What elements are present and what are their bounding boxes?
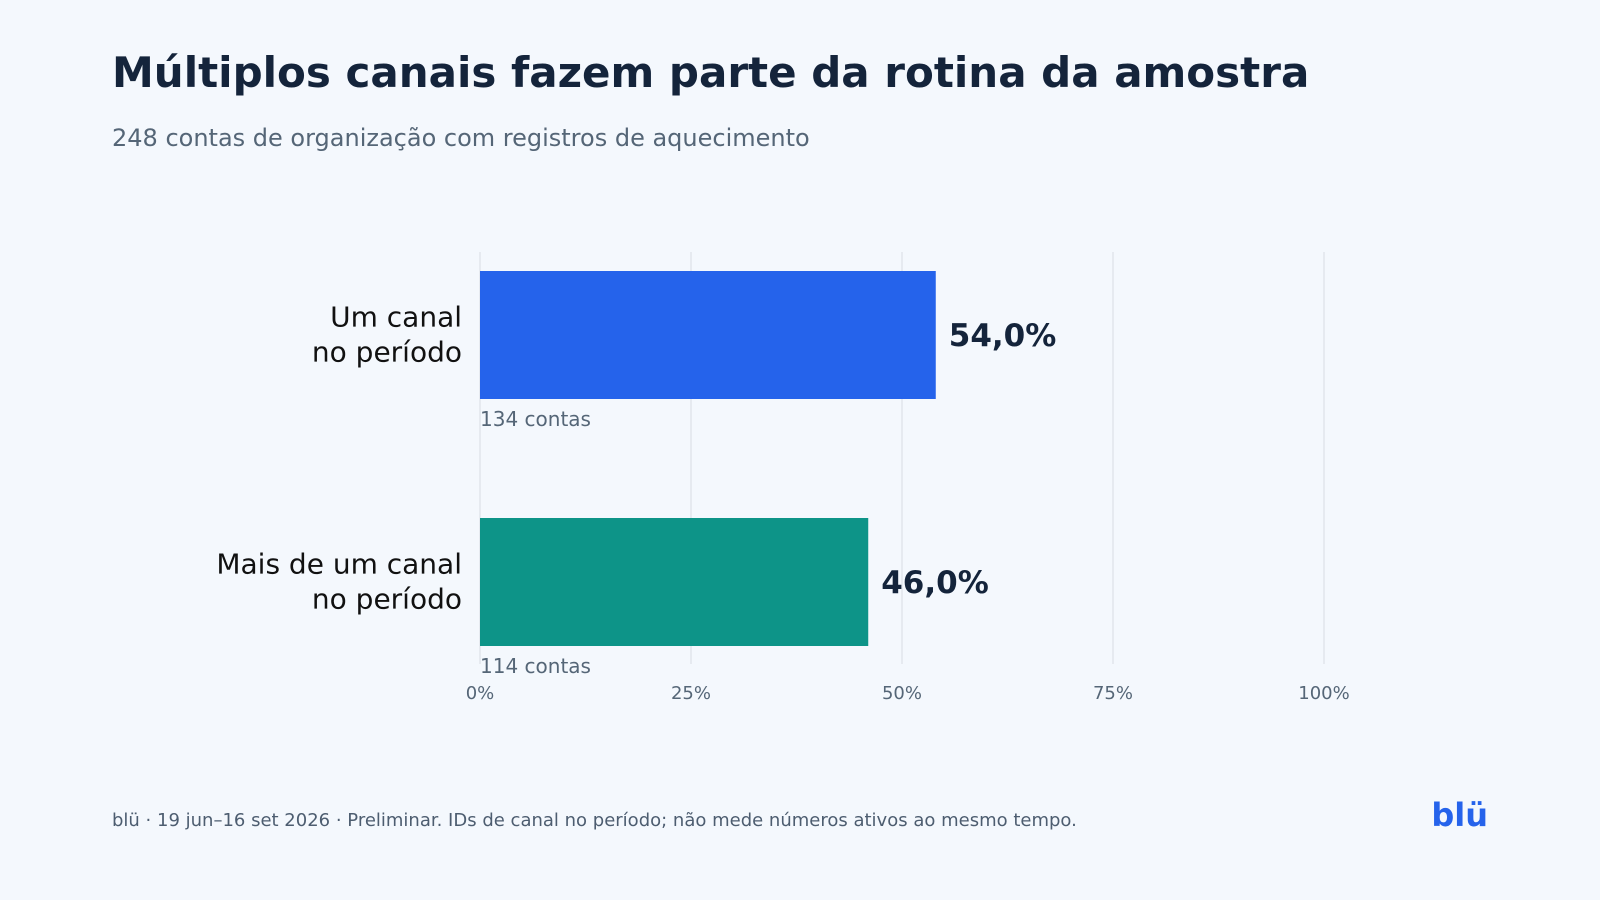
category-label: no período	[312, 336, 462, 369]
bar-value-label: 54,0%	[949, 318, 1057, 354]
category-label: Um canal	[330, 301, 462, 334]
x-tick-label: 50%	[882, 683, 922, 704]
x-tick-label: 100%	[1298, 683, 1349, 704]
footnote: blü · 19 jun–16 set 2026 · Preliminar. I…	[112, 810, 1077, 831]
x-tick-label: 75%	[1093, 683, 1133, 704]
bar-value-label: 46,0%	[881, 565, 989, 601]
bar-count-label: 134 contas	[480, 407, 591, 431]
bar	[480, 518, 869, 646]
x-tick-label: 0%	[466, 683, 495, 704]
brand-logo: blü	[1431, 796, 1488, 834]
category-label: no período	[312, 583, 462, 616]
bar	[480, 271, 936, 399]
chart-subtitle: 248 contas de organização com registros …	[112, 124, 810, 152]
chart-title: Múltiplos canais fazem parte da rotina d…	[112, 48, 1310, 97]
x-tick-label: 25%	[671, 683, 711, 704]
bar-count-label: 114 contas	[480, 654, 591, 678]
category-label: Mais de um canal	[216, 548, 462, 581]
